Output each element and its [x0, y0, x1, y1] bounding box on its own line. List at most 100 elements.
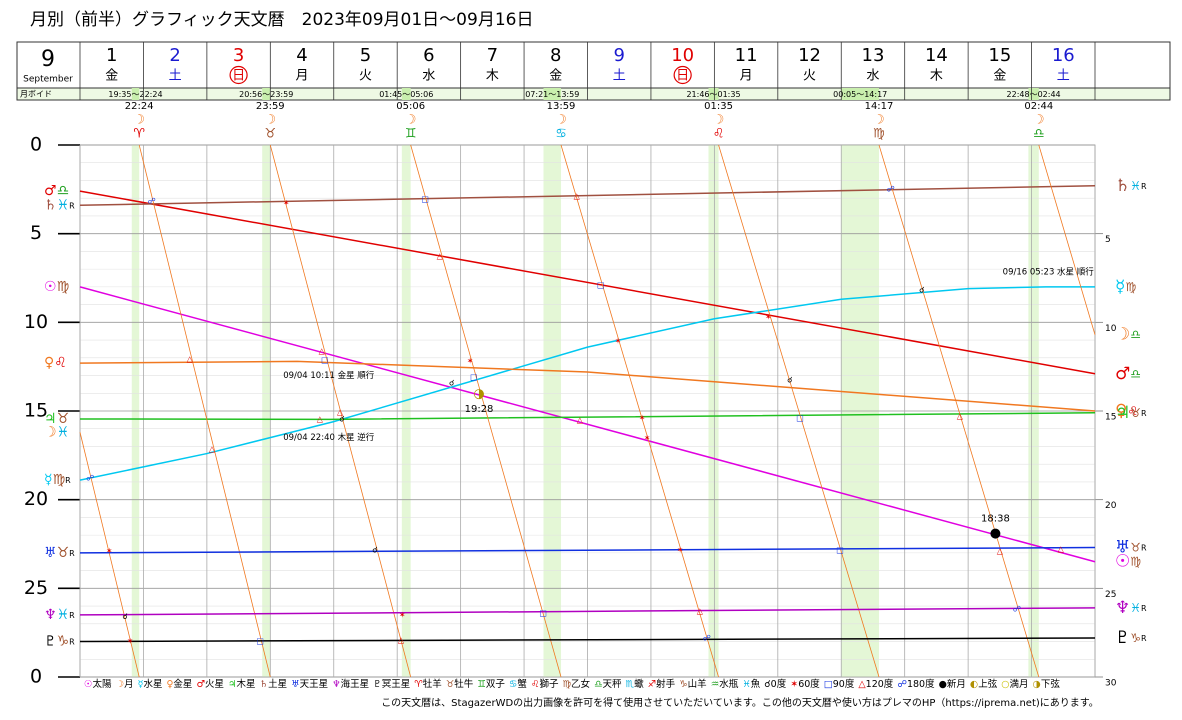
- planet-line: [79, 185, 1096, 207]
- aspect-marker: △: [337, 408, 344, 417]
- phase-time: 19:28: [465, 404, 494, 415]
- ingress-time: 01:35: [704, 101, 733, 112]
- y-tick-label-right: 25: [1105, 590, 1116, 600]
- legend-label: 上弦: [978, 678, 998, 690]
- legend-label: 乙女: [571, 678, 591, 690]
- planet-line: [79, 286, 1095, 481]
- holiday-circle: [229, 65, 248, 85]
- sign-glyph: ♓: [57, 197, 70, 213]
- ingress-moon: ☽: [555, 113, 567, 128]
- month-number: 9: [41, 47, 55, 72]
- series-label-start: ♂♎: [44, 183, 69, 199]
- ingress-moon: ☽: [713, 113, 725, 128]
- sign-glyph: ♍: [1125, 279, 1136, 293]
- weekday: 土: [169, 69, 182, 84]
- planet-glyph: ☉: [1115, 552, 1130, 572]
- aspect-marker: △: [957, 411, 964, 420]
- ingress-time: 22:24: [125, 101, 154, 112]
- retro-mark: R: [69, 548, 75, 557]
- legend-symbol: ♆: [332, 679, 341, 690]
- retro-mark: R: [1141, 181, 1147, 190]
- void-cell: [262, 88, 271, 100]
- legend-label: 獅子: [539, 678, 559, 690]
- aspect-marker: □: [470, 372, 478, 381]
- legend-symbol: ♂: [196, 679, 205, 690]
- sign-glyph: ♉: [1130, 405, 1141, 419]
- retro-mark: R: [69, 637, 75, 646]
- planet-line: [79, 360, 1096, 412]
- day-number: 2: [169, 45, 180, 66]
- aspect-marker: △: [997, 547, 1004, 556]
- planet-line: [79, 412, 1096, 421]
- legend-item: ♊双子: [477, 679, 505, 690]
- legend-item: ♆海王星: [332, 678, 369, 690]
- y-tick-label: 15: [24, 400, 48, 422]
- legend-symbol: ♊: [477, 679, 486, 690]
- legend-label: 水星: [143, 678, 162, 690]
- legend-label: 射手: [656, 678, 676, 690]
- ingress-sign: ♊: [405, 127, 417, 142]
- holiday-circle: [673, 65, 692, 85]
- aspect-marker: ☌: [372, 546, 377, 555]
- aspect-marker: ☍: [1013, 605, 1021, 614]
- day-number: 6: [423, 45, 434, 66]
- planet-glyph: ♆: [44, 607, 57, 623]
- aspect-marker: △: [437, 252, 444, 261]
- aspect-marker: □: [597, 281, 605, 290]
- sign-glyph: ♓: [1130, 178, 1141, 192]
- series-label-end: ☽♎: [1115, 325, 1141, 345]
- aspect-marker: ✶: [283, 198, 290, 207]
- aspect-marker: ✶: [677, 546, 684, 555]
- weekday: 日: [232, 69, 245, 84]
- planet-glyph: ☉: [44, 279, 57, 295]
- legend-label: 蟹: [517, 678, 527, 690]
- series-label-start: ♀♌: [44, 355, 67, 371]
- aspect-marker: △: [1058, 545, 1065, 554]
- series-label-start: ♄♓R: [44, 197, 75, 213]
- weekday: 土: [1057, 69, 1070, 84]
- aspect-marker: ☌: [449, 378, 454, 387]
- planet-glyph: ☽: [1115, 325, 1130, 345]
- planet-glyph: ☽: [44, 424, 57, 440]
- y-tick-label: 0: [30, 134, 42, 156]
- station-note: 09/16 05:23 水星 順行: [1003, 266, 1095, 277]
- aspect-marker: ☌: [787, 375, 792, 384]
- legend-label: 太陽: [93, 678, 113, 690]
- legend-item: ◑下弦: [1033, 678, 1061, 690]
- void-time: 01:45～05:06: [379, 90, 433, 99]
- series-label-start: ☿♍R: [44, 472, 71, 488]
- legend-item: ✶60度: [790, 678, 820, 690]
- weekday: 金: [549, 69, 562, 84]
- legend-item: □90度: [824, 678, 855, 690]
- aspect-marker: △: [577, 416, 584, 425]
- retro-mark: R: [69, 610, 75, 619]
- station-note: 09/04 22:40 木星 逆行: [283, 432, 375, 443]
- sign-glyph: ♉: [57, 545, 70, 561]
- legend-label: 120度: [866, 678, 894, 690]
- void-time: 07:21～13:59: [525, 90, 579, 99]
- month-name: September: [23, 75, 73, 85]
- y-tick-label: 5: [30, 222, 42, 244]
- legend-item: ♄土星: [260, 678, 288, 690]
- ingress-sign: ♍: [873, 127, 885, 142]
- ingress-time: 13:59: [547, 101, 576, 112]
- sign-glyph: ♓: [57, 607, 70, 623]
- retro-mark: R: [1141, 408, 1147, 417]
- y-tick-label-right: 15: [1105, 413, 1116, 423]
- series-label-start: ☽♓: [44, 424, 69, 440]
- ingress-moon: ☽: [1033, 113, 1045, 128]
- legend-item: ☿水星: [138, 678, 163, 690]
- sign-glyph: ♍: [1130, 554, 1141, 568]
- day-number: 9: [613, 45, 624, 66]
- sign-glyph: ♓: [1130, 600, 1141, 614]
- day-number: 7: [487, 45, 498, 66]
- aspect-marker: ✶: [127, 637, 134, 646]
- weekday: 木: [930, 69, 943, 84]
- void-label: 月ボイド: [20, 90, 52, 99]
- void-cell: [131, 88, 140, 100]
- retro-mark: R: [1141, 603, 1147, 612]
- legend-item: ♑山羊: [679, 678, 707, 690]
- day-number: 5: [360, 45, 371, 66]
